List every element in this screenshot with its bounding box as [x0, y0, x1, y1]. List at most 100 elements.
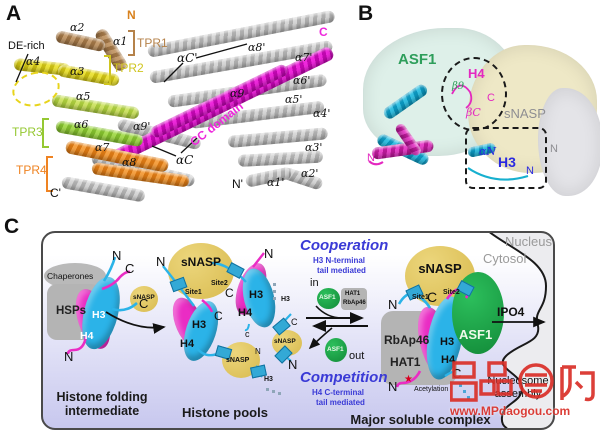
- alpha5-label: α5: [76, 90, 91, 103]
- ipo4-label: IPO4: [497, 305, 525, 319]
- watermark-cjk-logo: [450, 361, 595, 402]
- alpha1p-label: α1': [267, 176, 285, 189]
- nucleosome-label-1: Nucleosome: [487, 375, 549, 387]
- caption-fold-1: Histone folding: [56, 390, 148, 404]
- alphaN-label: αN: [479, 145, 497, 158]
- h3-label: H3: [498, 154, 516, 170]
- helix-gray: [60, 176, 146, 203]
- snasp-small1-label: sNASP: [274, 338, 296, 345]
- h3-tail-dot: [273, 290, 276, 293]
- pair2-n-label: N: [264, 246, 274, 261]
- alpha8-label: α8: [122, 156, 137, 169]
- h4-fold-label: H4: [80, 330, 94, 342]
- site2-label: Site2: [211, 280, 228, 287]
- pair2-h4-label: H4: [238, 307, 253, 319]
- h3-tail-dot: [278, 392, 281, 395]
- hat1-label: HAT1: [390, 355, 421, 369]
- alpha3-label: α3: [70, 65, 85, 78]
- alpha6-label: α6: [74, 118, 89, 131]
- h4-c-label: C: [487, 92, 495, 104]
- h3-tail-dot: [273, 297, 276, 300]
- site1-label: Site1: [185, 289, 202, 296]
- rbap46-label: RbAp46: [384, 333, 430, 347]
- alpha3p-label: α3': [305, 141, 323, 154]
- helix-alpha5: [51, 94, 140, 120]
- asf1-label: ASF1: [398, 51, 437, 68]
- watermark-url: www.MPdaogou.com: [450, 404, 571, 418]
- pool-n1: N: [156, 254, 166, 269]
- asf1-in: [317, 288, 340, 309]
- hsps-label: HSPs: [56, 305, 87, 317]
- h3-tail-dot: [272, 390, 275, 393]
- dashed-circle: [441, 57, 507, 131]
- tpr3-label: TPR3: [12, 125, 43, 139]
- alpha9p-label: α9': [133, 120, 151, 133]
- caption-fold-2: intermediate: [64, 404, 140, 418]
- complex-asf1-label: ASF1: [459, 327, 493, 342]
- alpha8p-label: α8': [248, 41, 266, 54]
- nucleus-label: Nucleus: [505, 234, 552, 249]
- h3-tail-dot: [266, 388, 269, 391]
- pair2-h3-label: H3: [249, 289, 264, 301]
- peptide1-n-label: N: [288, 357, 298, 372]
- snasp-bubble-label: sNASP: [133, 294, 155, 301]
- peptide2-n-label: N: [255, 347, 261, 356]
- in-label: in: [310, 277, 319, 289]
- h3-tail-dot: [273, 283, 276, 286]
- peptide1-c-label: C: [291, 317, 298, 327]
- tpr2-label: TPR2: [113, 61, 144, 75]
- h3-fold-label: H3: [92, 309, 106, 321]
- h4-label: H4: [468, 66, 485, 81]
- pair2-c-label: C: [225, 286, 234, 300]
- hat1-small-label: HAT1: [345, 291, 361, 297]
- panel-b-letter: B: [358, 2, 374, 25]
- dashed-box: [465, 127, 547, 189]
- fold-c-right: C: [139, 296, 149, 311]
- tpr4-bracket: [46, 156, 53, 192]
- acetylation-star: ★: [404, 374, 413, 385]
- c-tail-dot: [467, 396, 470, 399]
- alpha4-label: α4: [26, 55, 41, 68]
- c-tail-dot: [463, 390, 466, 393]
- caption-pools: Histone pools: [182, 405, 268, 420]
- watermark: 吕品导购 www.MPdaogou.com: [450, 360, 600, 420]
- snasp-complex-label: sNASP: [418, 261, 462, 276]
- gray-n-label: N: [550, 143, 558, 155]
- complex-c-label: C: [427, 289, 438, 305]
- alpha7-label: α7: [95, 141, 110, 154]
- cytosol-label: Cytosol: [483, 251, 527, 266]
- asf1-out-label: ASF1: [327, 346, 344, 353]
- peptide2-h3-label: H3: [264, 376, 273, 383]
- complex-h4-label: H4: [441, 354, 456, 366]
- c-prime-label: C': [50, 186, 61, 200]
- h4-n-label: N: [367, 152, 375, 164]
- snasp-label: sNASP: [504, 106, 546, 121]
- complex-site2-label: Site2: [443, 289, 460, 296]
- alphaC-label: αC: [176, 153, 194, 167]
- alpha1-label: α1: [113, 35, 128, 48]
- competition-title: Competition: [300, 369, 388, 386]
- tpr4-label: TPR4: [16, 163, 47, 177]
- complex-h3-label: H3: [440, 336, 455, 348]
- complex-n-tail-label: N: [388, 379, 398, 394]
- fold-n-bottom: N: [64, 349, 74, 364]
- tpr3-bracket: [42, 118, 49, 148]
- coop-sub1: H3 N-terminal: [313, 256, 366, 265]
- tpr1-bracket: [128, 30, 135, 56]
- c-tail-dot: [459, 384, 462, 387]
- caption-complex: Major soluble complex: [350, 412, 491, 427]
- nuclear-envelope-line: [487, 231, 548, 430]
- alphaCp-label: αC': [177, 51, 198, 65]
- tpr2-bracket: [104, 55, 111, 85]
- comp-sub2: tail mediated: [316, 398, 365, 407]
- panel-c-letter: C: [4, 215, 20, 238]
- alpha4p-label: α4': [313, 107, 331, 120]
- fold-c-top: C: [125, 261, 135, 276]
- out-label: out: [349, 350, 365, 362]
- h3-n-label: N: [526, 165, 534, 177]
- nucleus-region-graphic: [487, 231, 555, 430]
- fold-n-top: N: [112, 248, 122, 263]
- pair1-h3-label: H3: [192, 319, 207, 331]
- de-rich-label: DE-rich: [8, 40, 45, 52]
